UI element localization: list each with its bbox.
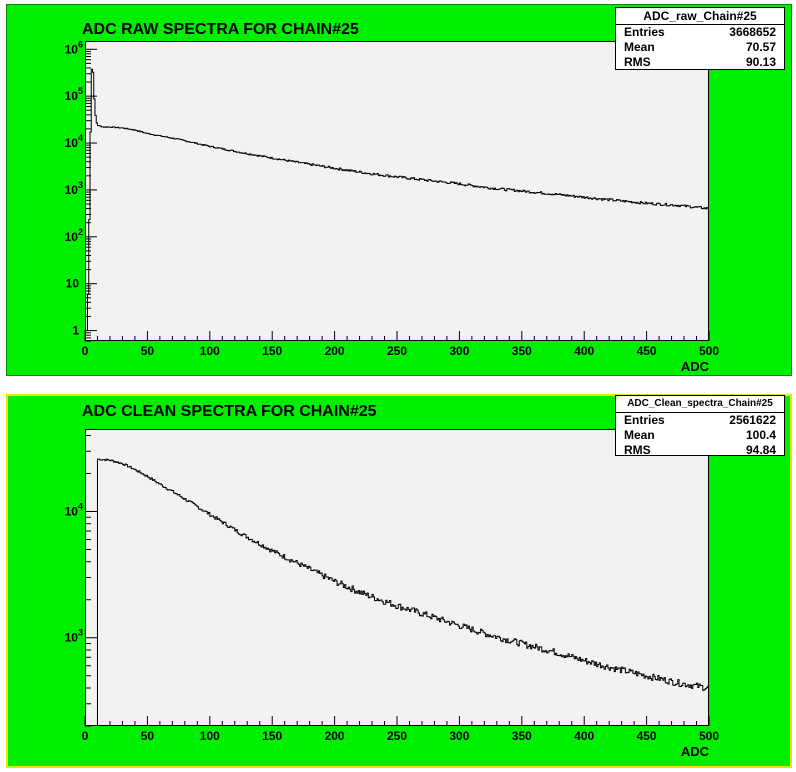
stats-value: 70.57 — [745, 40, 776, 54]
raw-y-tick-label: 10 — [66, 277, 80, 291]
clean-stats-row: Entries 2561622 — [616, 413, 784, 428]
clean-x-tick-label: 500 — [699, 729, 719, 743]
raw-y-tick-label: 106 — [65, 39, 83, 56]
raw-x-tick-label: 150 — [262, 344, 282, 358]
raw-x-tick-label: 0 — [82, 344, 89, 358]
raw-x-tick-label: 450 — [637, 344, 657, 358]
clean-stats-box: ADC_Clean_spectra_Chain#25 Entries 256162… — [615, 395, 785, 458]
raw-x-tick-label: 250 — [387, 344, 407, 358]
clean-x-tick-label: 350 — [512, 729, 532, 743]
pad-separator — [0, 380, 796, 392]
clean-stats-row: RMS 94.84 — [616, 443, 784, 458]
stats-value: 94.84 — [745, 443, 776, 457]
stats-value: 90.13 — [745, 55, 776, 69]
raw-x-tick-label: 200 — [325, 344, 345, 358]
clean-x-tick-label: 400 — [574, 729, 594, 743]
raw-y-tick-label: 105 — [65, 86, 83, 103]
raw-x-tick-label: 400 — [574, 344, 594, 358]
stats-value: 2561622 — [729, 413, 776, 427]
clean-histogram-line — [96, 458, 709, 726]
stats-value: 3668652 — [729, 25, 776, 39]
raw-y-tick-label: 104 — [65, 133, 83, 150]
clean-x-tick-label: 50 — [141, 729, 155, 743]
clean-y-tick-label: 104 — [65, 501, 83, 518]
clean-x-tick-label: 150 — [262, 729, 282, 743]
raw-y-tick-label: 102 — [65, 227, 83, 244]
raw-chart-title: ADC RAW SPECTRA FOR CHAIN#25 — [82, 21, 359, 38]
clean-stats-name: ADC_Clean_spectra_Chain#25 — [616, 396, 784, 413]
raw-y-tick-label: 1 — [72, 324, 79, 338]
raw-stats-box: ADC_raw_Chain#25 Entries 3668652 Mean 70.5… — [615, 7, 785, 70]
stats-label: RMS — [624, 443, 651, 457]
stats-label: RMS — [624, 55, 651, 69]
stats-label: Mean — [624, 40, 655, 54]
clean-x-tick-label: 100 — [200, 729, 220, 743]
clean-stats-row: Mean 100.4 — [616, 428, 784, 443]
raw-histogram-line — [84, 68, 709, 341]
clean-plot-frame — [85, 429, 709, 726]
stats-label: Entries — [624, 25, 665, 39]
raw-x-tick-label: 350 — [512, 344, 532, 358]
raw-stats-row: RMS 90.13 — [616, 55, 784, 70]
stats-label: Mean — [624, 428, 655, 442]
clean-x-axis-title: ADC — [681, 744, 710, 759]
raw-stats-row: Entries 3668652 — [616, 25, 784, 40]
clean-x-tick-label: 450 — [637, 729, 657, 743]
clean-x-tick-label: 250 — [387, 729, 407, 743]
clean-x-tick-label: 200 — [325, 729, 345, 743]
stats-label: Entries — [624, 413, 665, 427]
raw-x-tick-label: 100 — [200, 344, 220, 358]
stats-value: 100.4 — [745, 428, 776, 442]
raw-x-axis-title: ADC — [681, 359, 710, 374]
clean-y-tick-label: 103 — [65, 628, 83, 645]
raw-x-tick-label: 500 — [699, 344, 719, 358]
raw-x-tick-label: 50 — [141, 344, 155, 358]
raw-stats-row: Mean 70.57 — [616, 40, 784, 55]
raw-x-tick-label: 300 — [449, 344, 469, 358]
clean-x-tick-label: 300 — [449, 729, 469, 743]
raw-stats-name: ADC_raw_Chain#25 — [616, 8, 784, 25]
clean-x-tick-label: 0 — [82, 729, 89, 743]
raw-y-tick-label: 103 — [65, 180, 83, 197]
raw-plot-frame — [85, 41, 709, 341]
clean-chart-title: ADC CLEAN SPECTRA FOR CHAIN#25 — [82, 403, 377, 420]
